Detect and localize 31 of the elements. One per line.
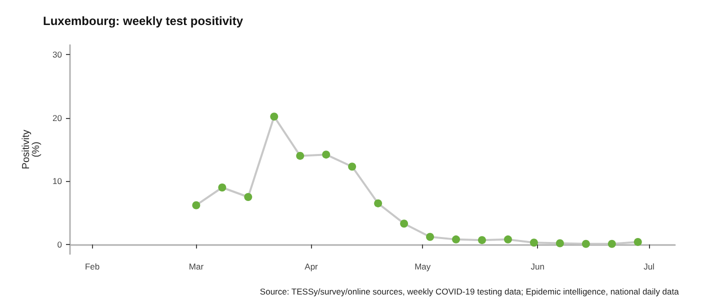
y-axis-title: Positivity (%): [21, 130, 42, 170]
point: [452, 235, 460, 244]
point: [322, 150, 330, 159]
x-tick-label: Jul: [644, 262, 655, 272]
x-tick-label: May: [414, 262, 432, 272]
point: [400, 220, 408, 228]
point: [634, 238, 642, 246]
point: [192, 201, 200, 210]
point: [530, 238, 538, 247]
point: [218, 184, 226, 192]
point: [582, 240, 590, 248]
point: [556, 239, 564, 248]
point: [244, 193, 252, 201]
x-tick-label: Mar: [188, 262, 204, 272]
point: [426, 232, 434, 241]
point: [374, 199, 382, 208]
y-tick-label: 10: [52, 176, 62, 186]
x-tick-label: Apr: [304, 262, 318, 272]
x-tick-label: Feb: [84, 262, 100, 272]
y-tick-label: 0: [57, 240, 62, 250]
point: [270, 112, 278, 121]
point: [348, 162, 356, 171]
point: [478, 236, 486, 244]
chart-title: Luxembourg: weekly test positivity: [43, 14, 244, 28]
point: [608, 240, 616, 248]
source-note: Source: TESSy/survey/online sources, weekly COVID-19 testing data; Epidemic intelligence, national daily data: [260, 286, 680, 296]
y-tick-label: 30: [52, 50, 62, 60]
y-tick-label: 20: [52, 112, 62, 123]
x-tick-label: Jun: [530, 262, 545, 272]
point: [296, 152, 304, 160]
point: [504, 235, 512, 244]
